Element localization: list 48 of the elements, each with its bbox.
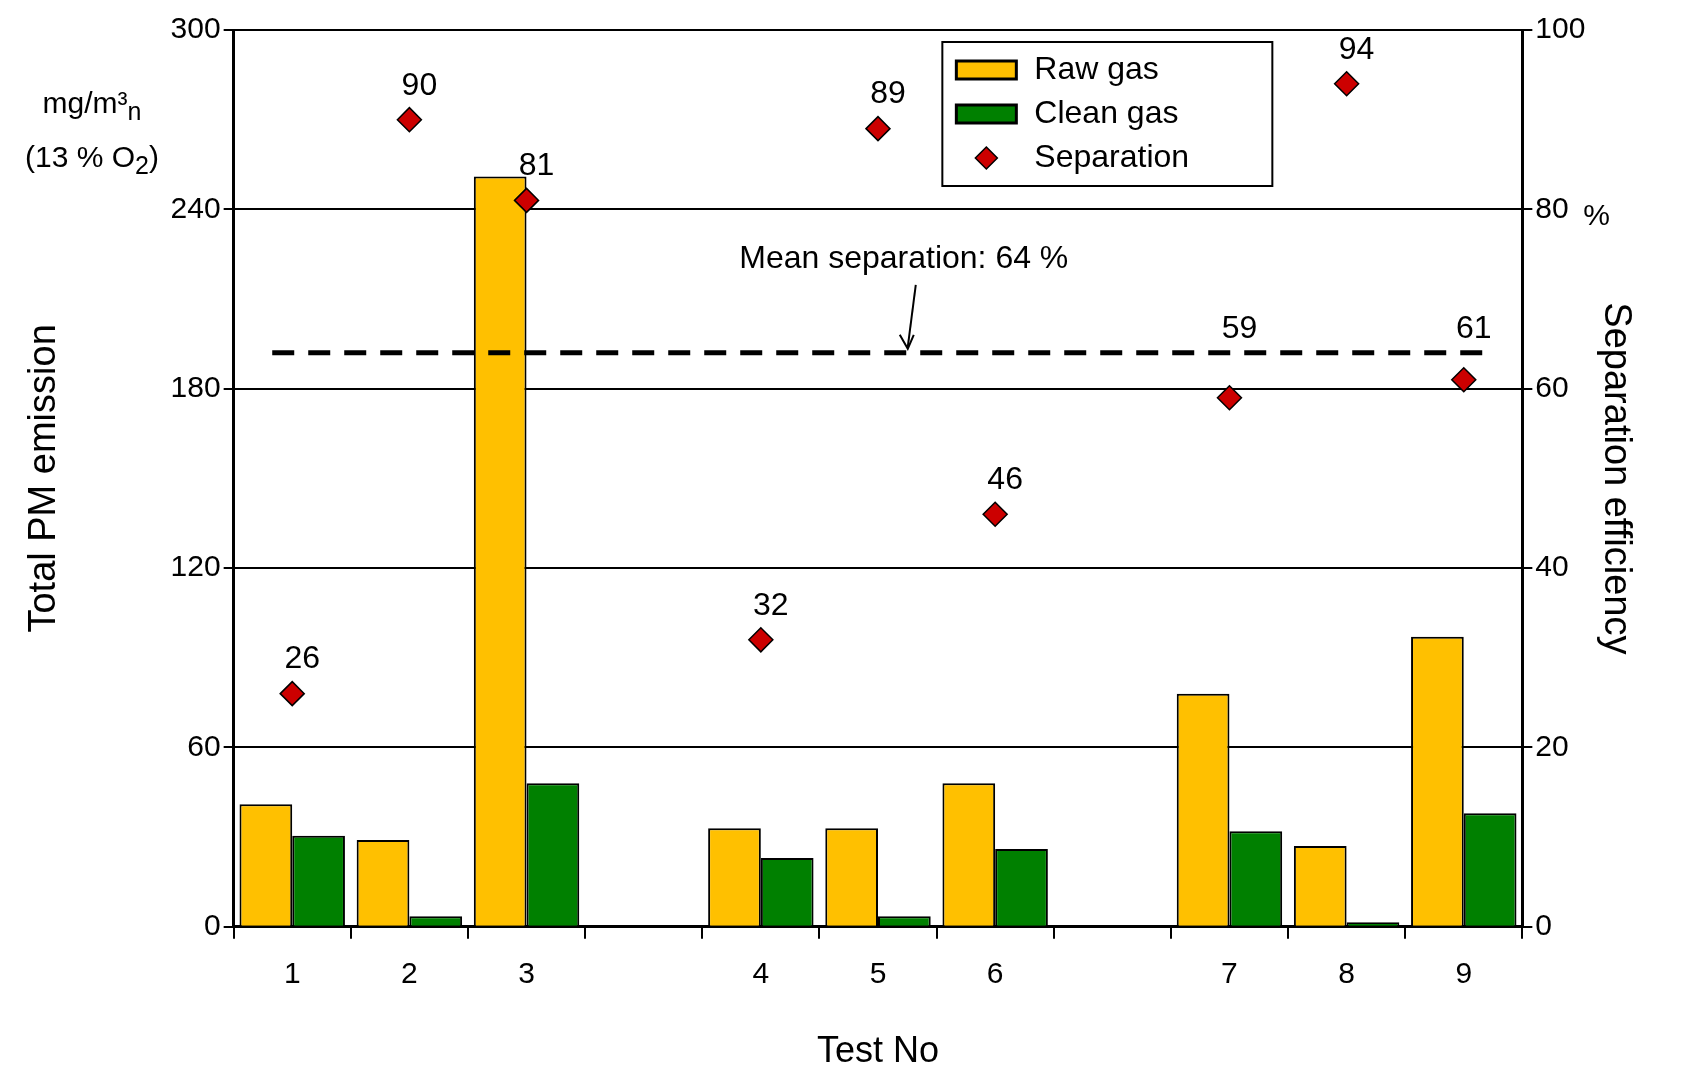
y2-tick-label: 0 — [1535, 908, 1553, 942]
text: % — [1583, 198, 1610, 232]
x-tick-label: 2 — [401, 956, 418, 990]
point — [865, 115, 891, 142]
x-axis-title: Test No — [816, 1029, 940, 1071]
y2-tick-label: 100 — [1535, 11, 1586, 45]
y-tick-label: 120 — [170, 549, 221, 583]
x-tick-label: 1 — [283, 956, 301, 990]
x-tick-label: 6 — [986, 956, 1004, 990]
data-label: 46 — [987, 460, 1023, 497]
legend-label: Raw gas — [1034, 49, 1159, 86]
y-tick-label: 300 — [170, 11, 221, 45]
data-label: 81 — [518, 146, 555, 183]
legend-label: Clean gas — [1034, 93, 1179, 130]
point — [396, 106, 423, 133]
ref-line-label: Mean separation: 64 % — [739, 238, 1069, 275]
y-axis-title: Total PM emission — [21, 324, 64, 633]
data-label: 26 — [284, 639, 321, 676]
y-tick-label: 180 — [170, 369, 221, 403]
point — [1451, 367, 1477, 393]
data-label: 90 — [401, 65, 438, 102]
x-tick-label: 9 — [1455, 956, 1473, 990]
y2-tick-label: 20 — [1535, 728, 1569, 762]
x-tick-label: 7 — [1221, 956, 1238, 990]
point — [513, 187, 540, 214]
point — [748, 627, 774, 653]
text: mg/m³$_{n}$ (13 % O$_{2}$) — [24, 85, 160, 181]
y2-tick-label: 80 — [1535, 190, 1569, 224]
point — [982, 501, 1008, 528]
y2-tick-label: 40 — [1535, 549, 1569, 583]
data-label: 61 — [1455, 308, 1492, 345]
y2-axis-title: Separation efficiency — [1596, 302, 1639, 655]
data-label: 94 — [1338, 29, 1375, 66]
point — [1333, 71, 1360, 97]
legend-label: Separation — [1034, 137, 1190, 174]
x-tick-label: 3 — [518, 956, 535, 990]
y-tick-label: 60 — [187, 728, 221, 762]
x-tick-label: 8 — [1338, 956, 1355, 990]
y-tick-label: 240 — [170, 190, 221, 224]
x-tick-label: 4 — [752, 956, 770, 990]
data-label: 32 — [753, 585, 789, 622]
data-label: 89 — [870, 74, 906, 111]
x-tick-label: 5 — [869, 956, 887, 990]
point — [1216, 384, 1243, 411]
point — [279, 680, 305, 707]
y-tick-label: 0 — [203, 908, 221, 942]
y2-tick-label: 60 — [1535, 369, 1569, 403]
data-label: 59 — [1221, 308, 1258, 345]
